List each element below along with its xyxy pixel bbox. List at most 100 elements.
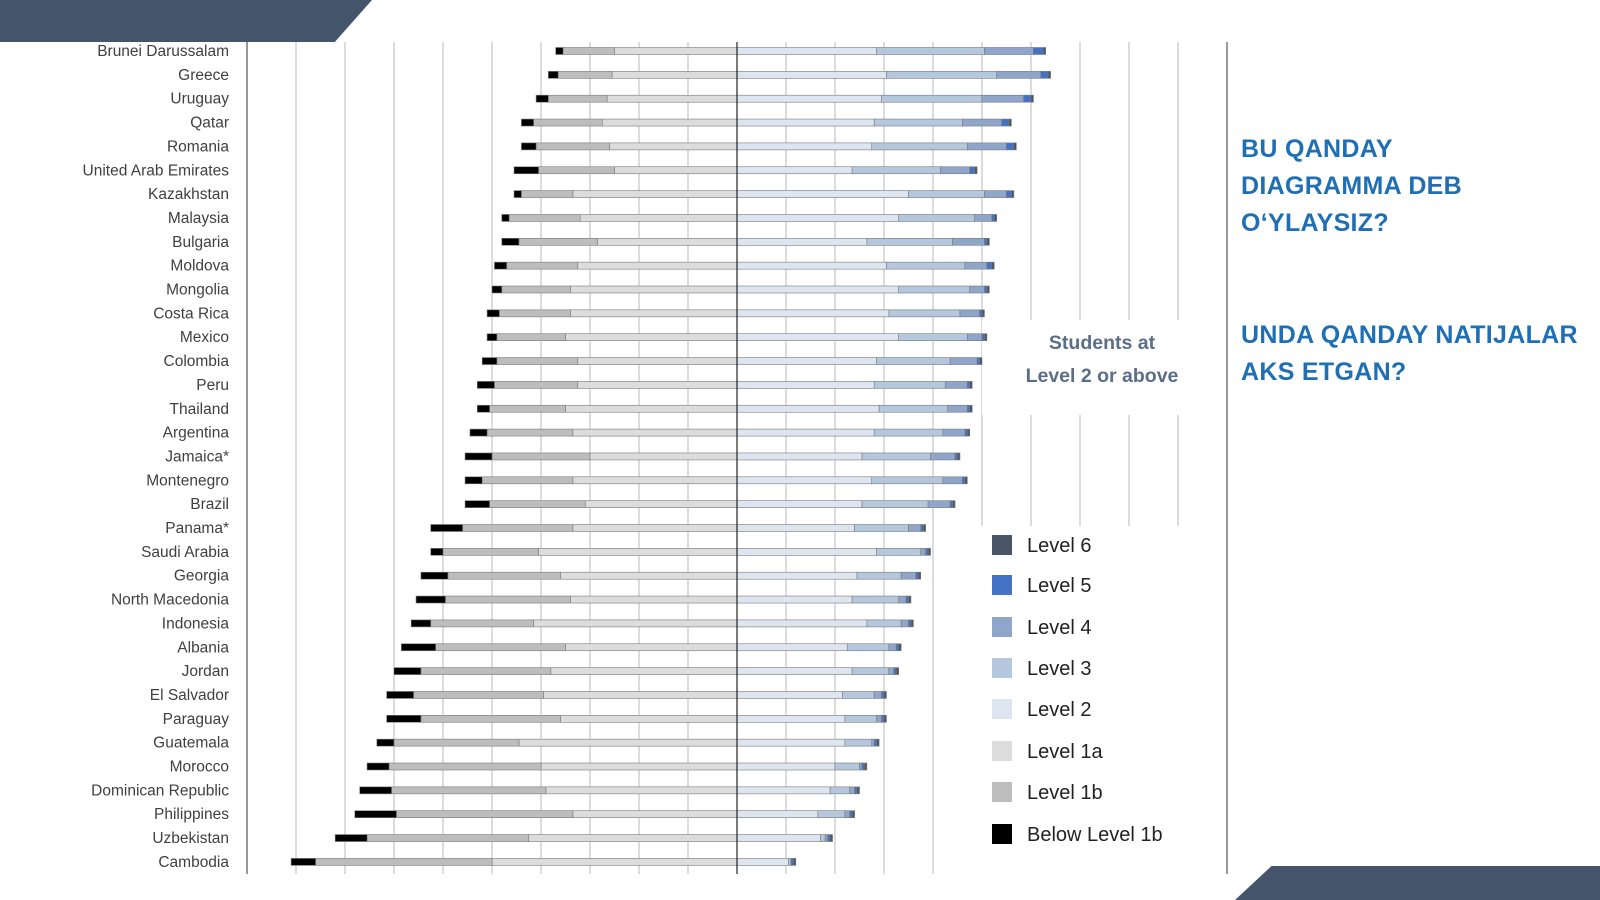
bar-segment bbox=[888, 667, 895, 675]
bar-segment bbox=[609, 142, 738, 151]
bar-segment bbox=[898, 595, 907, 604]
bar-segment bbox=[577, 357, 738, 365]
bar-segment bbox=[829, 834, 833, 842]
bar-segment bbox=[499, 309, 571, 318]
bar-segment bbox=[501, 214, 510, 222]
bar-segment bbox=[736, 309, 890, 318]
category-label: Albania bbox=[177, 639, 229, 656]
legend-label: Level 5 bbox=[1027, 575, 1092, 597]
category-label: Philippines bbox=[154, 806, 229, 823]
bar-segment bbox=[736, 834, 821, 842]
bar-row: Mongolia bbox=[166, 282, 990, 299]
bar-segment bbox=[736, 524, 855, 532]
bar-segment bbox=[518, 238, 598, 246]
bar-segment bbox=[606, 94, 738, 103]
category-label: Mexico bbox=[180, 329, 229, 346]
legend-background bbox=[980, 526, 1192, 876]
bar-segment bbox=[881, 94, 983, 103]
bar-segment bbox=[871, 476, 944, 485]
legend-label: Level 4 bbox=[1027, 617, 1092, 639]
bar-segment bbox=[535, 142, 610, 151]
bar-segment bbox=[736, 691, 843, 699]
bar-segment bbox=[1008, 118, 1012, 127]
bar-segment bbox=[942, 428, 966, 437]
bar-segment bbox=[888, 643, 897, 652]
bar-segment bbox=[922, 524, 926, 532]
bar-segment bbox=[993, 214, 998, 222]
legend-item: Level 5 bbox=[992, 575, 1092, 597]
category-label: Qatar bbox=[190, 115, 229, 132]
bar-segment bbox=[1006, 190, 1012, 198]
bar-segment bbox=[949, 500, 953, 508]
bar-row: Saudi Arabia bbox=[141, 544, 931, 561]
bar-segment bbox=[952, 238, 985, 246]
bar-segment bbox=[533, 619, 738, 628]
legend-label: Level 1b bbox=[1027, 782, 1103, 804]
bar-segment bbox=[736, 428, 875, 437]
bar-segment bbox=[550, 667, 738, 675]
bar-segment bbox=[334, 834, 368, 842]
bar-segment bbox=[930, 452, 956, 461]
bar-segment bbox=[927, 500, 951, 508]
legend-label: Level 1a bbox=[1027, 741, 1103, 763]
category-label: Uruguay bbox=[170, 91, 229, 108]
bar-segment bbox=[496, 333, 566, 342]
bar-segment bbox=[570, 309, 738, 318]
bar-segment bbox=[900, 619, 909, 628]
bar-segment bbox=[430, 548, 444, 556]
legend-item: Level 1a bbox=[992, 741, 1103, 763]
bar-segment bbox=[538, 548, 738, 556]
bar-segment bbox=[905, 595, 909, 604]
bar-segment bbox=[481, 476, 574, 485]
bar-row: United Arab Emirates bbox=[83, 162, 978, 179]
bar-segment bbox=[736, 714, 846, 723]
bar-segment bbox=[893, 667, 897, 675]
bar-segment bbox=[489, 500, 586, 508]
bar-row: Mexico bbox=[180, 329, 988, 346]
bar-segment bbox=[966, 381, 971, 389]
bar-segment bbox=[878, 404, 948, 413]
category-label: Morocco bbox=[170, 759, 229, 776]
bar-segment bbox=[315, 858, 493, 866]
category-label: Brazil bbox=[190, 496, 229, 513]
category-label: El Salvador bbox=[150, 687, 229, 704]
bar-segment bbox=[736, 619, 868, 628]
category-label: Costa Rica bbox=[153, 305, 229, 322]
bar-segment bbox=[736, 786, 831, 795]
bar-segment bbox=[736, 500, 863, 508]
bar-segment bbox=[788, 858, 792, 866]
bar-segment bbox=[386, 714, 422, 723]
legend-item: Level 2 bbox=[992, 699, 1092, 721]
bar-segment bbox=[793, 858, 797, 866]
bar-segment bbox=[959, 309, 980, 318]
annotation-line-2: Level 2 or above bbox=[1026, 365, 1179, 387]
bar-row: Malaysia bbox=[168, 210, 998, 227]
bar-segment bbox=[601, 118, 738, 127]
bar-row: Thailand bbox=[170, 401, 973, 418]
bar-row: Qatar bbox=[190, 115, 1012, 132]
bar-segment bbox=[513, 190, 522, 198]
bar-segment bbox=[895, 643, 900, 652]
bar-segment bbox=[396, 810, 574, 819]
bar-row: Costa Rica bbox=[153, 305, 985, 322]
bar-row: Peru bbox=[196, 377, 973, 394]
bar-segment bbox=[557, 71, 613, 79]
bar-segment bbox=[861, 762, 865, 771]
category-label: Colombia bbox=[164, 353, 230, 370]
bar-segment bbox=[538, 166, 615, 175]
bar-segment bbox=[910, 619, 914, 628]
bar-segment bbox=[736, 595, 853, 604]
bar-segment bbox=[851, 667, 890, 675]
category-label: Thailand bbox=[170, 401, 229, 418]
bar-segment bbox=[1011, 190, 1015, 198]
bar-segment bbox=[548, 94, 608, 103]
bar-segment bbox=[849, 810, 853, 819]
bar-segment bbox=[944, 381, 968, 389]
bar-segment bbox=[565, 333, 738, 342]
bar-row: Philippines bbox=[154, 806, 855, 823]
category-label: Panama* bbox=[165, 520, 229, 537]
bar-segment bbox=[861, 452, 931, 461]
category-label: Paraguay bbox=[163, 711, 230, 728]
bar-segment bbox=[856, 786, 860, 795]
bar-segment bbox=[876, 357, 951, 365]
